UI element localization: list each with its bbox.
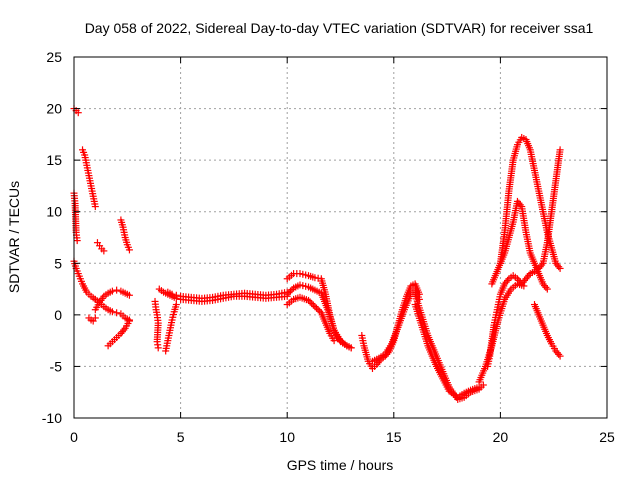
data-point-interp	[288, 286, 296, 294]
data-point	[125, 317, 133, 325]
data-point	[311, 303, 319, 311]
data-point	[168, 290, 176, 298]
data-point-interp	[555, 263, 563, 271]
x-tick-label: 25	[599, 429, 615, 445]
data-point	[556, 146, 564, 154]
data-point	[479, 381, 487, 389]
chart-title: Day 058 of 2022, Sidereal Day-to-day VTE…	[85, 20, 594, 36]
data-point-interp	[525, 271, 533, 279]
data-point	[154, 344, 162, 352]
data-point	[108, 308, 116, 316]
data-point	[556, 264, 564, 272]
x-tick-label: 10	[279, 429, 295, 445]
y-tick-label: 15	[46, 152, 62, 168]
data-point	[125, 291, 133, 299]
data-point-interp	[309, 301, 317, 309]
data-point-interp	[538, 261, 546, 269]
x-tick-label: 0	[70, 429, 78, 445]
data-point	[556, 352, 564, 360]
data-point-interp	[286, 287, 294, 295]
data-point-interp	[504, 276, 512, 284]
data-point	[73, 237, 81, 245]
x-tick-label: 20	[493, 429, 509, 445]
data-point-interp	[542, 283, 550, 291]
y-tick-label: 25	[46, 49, 62, 65]
data-point	[172, 301, 180, 309]
data-point	[305, 296, 313, 304]
axis-ticks: 0 5 10 15 20 25 -10 -5 0 5 10 15 20 25	[42, 49, 615, 445]
y-tick-label: 10	[46, 204, 62, 220]
data-point-interp	[516, 201, 524, 209]
data-point-interp	[306, 298, 314, 306]
y-tick-label: -10	[42, 410, 62, 426]
data-point	[520, 282, 528, 290]
data-point-interp	[314, 306, 322, 314]
data-point	[74, 109, 82, 117]
y-tick-label: 20	[46, 101, 62, 117]
y-tick-label: 5	[54, 255, 62, 271]
data-point-interp	[313, 304, 321, 312]
data-point	[91, 203, 99, 211]
data-point	[347, 344, 355, 352]
data-point	[172, 291, 180, 299]
data-point-interp	[120, 326, 128, 334]
x-tick-label: 15	[386, 429, 402, 445]
data-point	[108, 287, 116, 295]
data-point-interp	[316, 307, 324, 315]
data-point	[91, 314, 99, 322]
grid	[74, 57, 607, 418]
data-point	[283, 290, 291, 298]
data-point	[330, 337, 338, 345]
data-point	[125, 246, 133, 254]
data-point	[113, 286, 121, 294]
y-axis-label: SDTVAR / TECUs	[6, 181, 22, 293]
y-tick-label: 0	[54, 307, 62, 323]
x-tick-label: 5	[177, 429, 185, 445]
data-point	[543, 285, 551, 293]
data-point	[100, 247, 108, 255]
y-tick-label: -5	[50, 358, 63, 374]
data-point-interp	[555, 350, 563, 358]
data-point	[113, 309, 121, 317]
data-points	[70, 105, 564, 403]
plot-frame	[73, 56, 608, 419]
data-point-interp	[285, 289, 293, 297]
x-axis-label: GPS time / hours	[287, 457, 394, 473]
data-point-interp	[308, 300, 316, 308]
